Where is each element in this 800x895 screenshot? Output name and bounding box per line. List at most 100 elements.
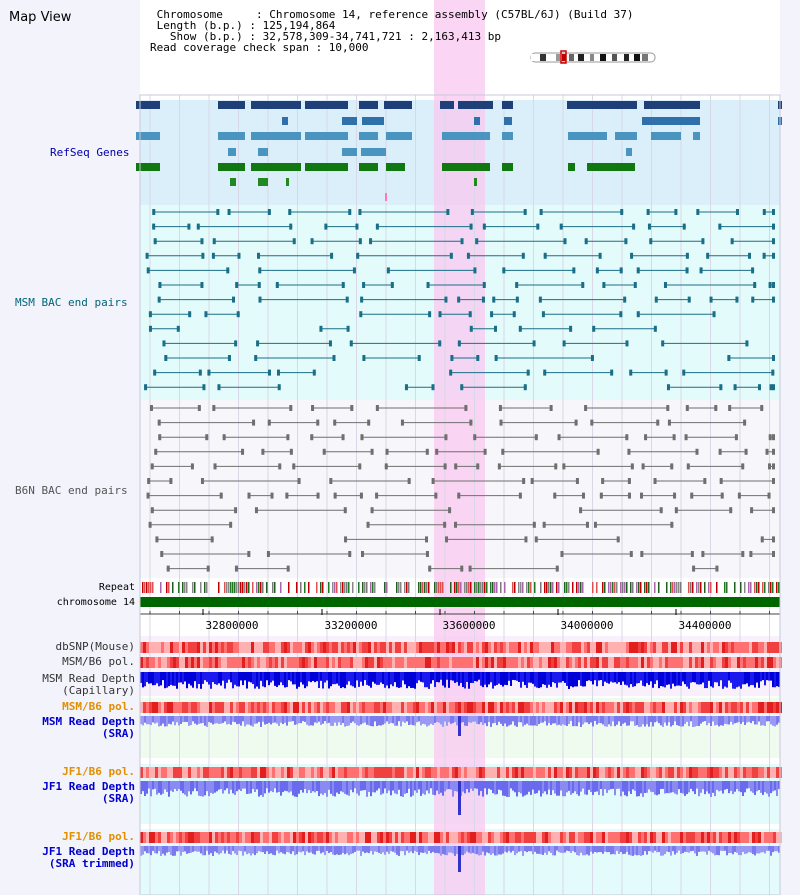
read-depth-bar (758, 781, 760, 791)
read-depth-bar (188, 846, 190, 854)
read-depth-bar (182, 846, 184, 852)
polymorphism-heat-cell (773, 832, 776, 843)
read-depth-bar (450, 846, 452, 853)
ideogram-band (540, 54, 546, 61)
polymorphism-heat-cell (638, 702, 641, 713)
polymorphism-heat-cell (605, 702, 608, 713)
b6n-bac-pair-end (579, 507, 583, 514)
polymorphism-heat-cell (716, 702, 719, 713)
polymorphism-heat-cell (620, 767, 623, 778)
msm-bac-pair-end (751, 296, 755, 303)
b6n-bac-track-label[interactable]: B6N BAC end pairs (15, 484, 128, 497)
msm-bac-pair-end (636, 267, 640, 274)
polymorphism-heat-cell (215, 702, 218, 713)
msm-bac-pair-end (762, 209, 766, 215)
read-depth-bar (468, 716, 470, 723)
polymorphism-heat-cell (140, 767, 143, 778)
polymorphism-heat-cell (554, 657, 557, 668)
b6n-bac-pair-end (772, 507, 775, 514)
b6n-bac-pair-end (197, 405, 201, 411)
read-depth-bar (292, 846, 294, 852)
read-depth-bar (690, 716, 692, 722)
polymorphism-heat-cell (281, 702, 284, 713)
msm-depth-capillary-label[interactable]: MSM Read Depth (Capillary) (42, 673, 135, 697)
read-depth-bar (578, 672, 580, 681)
read-depth-bar (776, 672, 778, 687)
polymorphism-heat-cell (731, 767, 734, 778)
polymorphism-heat-cell (395, 642, 398, 653)
polymorphism-heat-cell (662, 657, 665, 668)
read-depth-bar (266, 672, 268, 681)
read-depth-bar (390, 846, 392, 852)
read-depth-bar (184, 716, 186, 722)
read-depth-bar (320, 716, 322, 725)
read-depth-bar (592, 846, 594, 854)
read-depth-bar (144, 716, 146, 723)
jf1-b6-pol-label[interactable]: JF1/B6 pol. (62, 765, 135, 778)
polymorphism-heat-cell (338, 657, 341, 668)
read-depth-bar (300, 781, 302, 791)
polymorphism-heat-cell (479, 702, 482, 713)
polymorphism-heat-cell (680, 702, 683, 713)
read-depth-bar (534, 672, 536, 687)
polymorphism-heat-cell (266, 832, 269, 843)
polymorphism-heat-cell (710, 702, 713, 713)
read-depth-bar (476, 716, 478, 724)
read-depth-bar (608, 716, 610, 725)
jf1-depth-sra-label[interactable]: JF1 Read Depth (SRA) (42, 781, 135, 805)
read-depth-bar (384, 672, 386, 688)
polymorphism-heat-cell (683, 657, 686, 668)
polymorphism-heat-cell (239, 702, 242, 713)
polymorphism-heat-cell (587, 642, 590, 653)
polymorphism-heat-cell (143, 767, 146, 778)
polymorphism-heat-cell (149, 832, 152, 843)
read-depth-bar (280, 846, 282, 853)
read-depth-bar (160, 672, 162, 686)
b6n-bac-pair-end (435, 448, 439, 455)
read-depth-bar (398, 672, 400, 688)
read-depth-bar (664, 716, 666, 723)
polymorphism-heat-cell (518, 642, 521, 653)
jf1-depth-trimmed-label[interactable]: JF1 Read Depth (SRA trimmed) (42, 846, 135, 870)
dbsnp-track-label[interactable]: dbSNP(Mouse) (55, 640, 135, 653)
polymorphism-heat-cell (755, 832, 758, 843)
polymorphism-heat-cell (311, 767, 314, 778)
polymorphism-heat-cell (548, 767, 551, 778)
repeat-block (194, 582, 196, 593)
msm-bac-pair-end (157, 296, 161, 303)
read-depth-bar (558, 672, 560, 683)
read-depth-bar (572, 716, 574, 727)
polymorphism-heat-cell (170, 832, 173, 843)
msm-b6-pol-sra-label[interactable]: MSM/B6 pol. (62, 700, 135, 713)
msm-bac-pair-end (674, 209, 678, 215)
polymorphism-heat-cell (617, 657, 620, 668)
read-depth-spike (458, 781, 461, 815)
read-depth-bar (740, 672, 742, 689)
b6n-bac-pair-end (146, 492, 150, 499)
polymorphism-heat-cell (572, 767, 575, 778)
polymorphism-heat-cell (689, 657, 692, 668)
msm-b6-pol-track-label[interactable]: MSM/B6 pol. (62, 655, 135, 668)
read-depth-bar (322, 781, 324, 795)
msm-bac-pair-end (682, 223, 686, 230)
msm-bac-pair-end (200, 282, 204, 288)
polymorphism-heat-cell (329, 767, 332, 778)
refseq-track-label[interactable]: RefSeq Genes (50, 146, 130, 159)
msm-bac-track-label[interactable]: MSM BAC end pairs (15, 296, 128, 309)
polymorphism-heat-cell (269, 832, 272, 843)
polymorphism-heat-cell (731, 832, 734, 843)
read-depth-bar (378, 846, 380, 853)
polymorphism-heat-cell (614, 702, 617, 713)
polymorphism-heat-cell (509, 767, 512, 778)
b6n-bac-pair-end (575, 478, 579, 484)
msm-bac-pair-end (446, 209, 450, 215)
b6n-bac-pair-end (169, 478, 173, 484)
msm-depth-sra-label[interactable]: MSM Read Depth (SRA) (42, 716, 135, 740)
polymorphism-heat-cell (233, 832, 236, 843)
repeat-block (440, 582, 442, 593)
polymorphism-heat-cell (557, 832, 560, 843)
polymorphism-heat-cell (560, 642, 563, 653)
jf1-b6-pol-trimmed-label[interactable]: JF1/B6 pol. (62, 830, 135, 843)
read-depth-bar (288, 672, 290, 681)
refseq-gene-exon (228, 148, 236, 156)
